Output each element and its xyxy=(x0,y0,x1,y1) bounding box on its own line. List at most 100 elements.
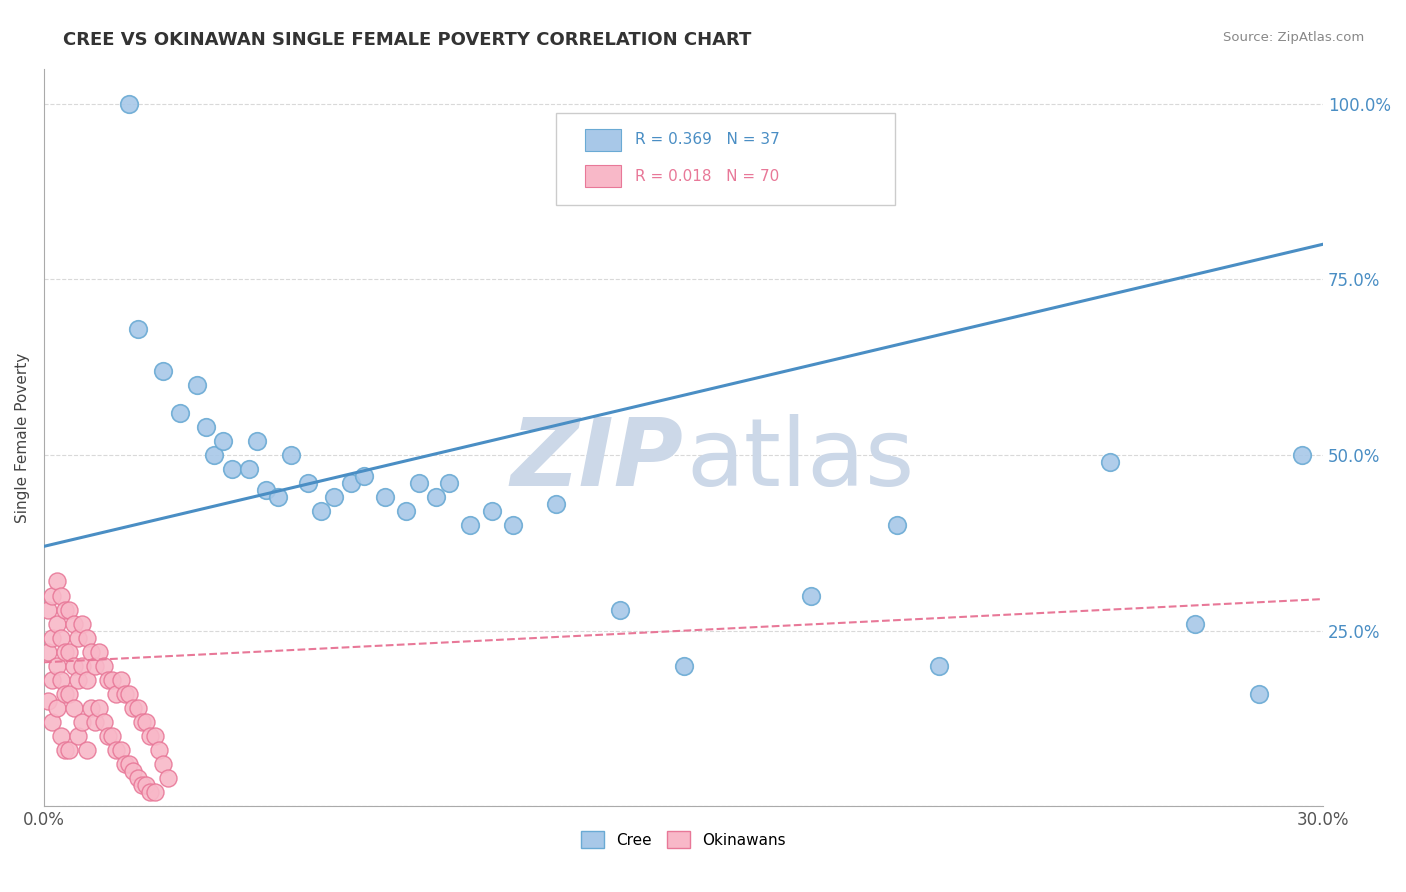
Point xyxy=(254,483,277,497)
Text: Source: ZipAtlas.com: Source: ZipAtlas.com xyxy=(1223,31,1364,45)
Point xyxy=(49,589,72,603)
Point xyxy=(72,714,94,729)
Point xyxy=(58,602,80,616)
Point xyxy=(544,497,567,511)
Point xyxy=(37,645,59,659)
Point xyxy=(76,631,98,645)
Point xyxy=(66,631,89,645)
Point xyxy=(127,321,149,335)
Point xyxy=(45,658,67,673)
Point xyxy=(152,757,174,772)
Point xyxy=(609,602,631,616)
FancyBboxPatch shape xyxy=(585,128,621,151)
Point xyxy=(458,518,481,533)
Point xyxy=(93,658,115,673)
Point xyxy=(84,658,107,673)
Point xyxy=(139,785,162,799)
Point xyxy=(80,701,103,715)
Point xyxy=(84,714,107,729)
Point xyxy=(267,490,290,504)
Point xyxy=(169,406,191,420)
Point xyxy=(322,490,344,504)
Point xyxy=(122,764,145,779)
Point xyxy=(110,743,132,757)
Text: R = 0.018   N = 70: R = 0.018 N = 70 xyxy=(636,169,779,184)
Point xyxy=(280,448,302,462)
Point xyxy=(53,645,76,659)
Point xyxy=(89,645,111,659)
Point xyxy=(122,701,145,715)
Point xyxy=(101,673,124,687)
Point xyxy=(118,687,141,701)
Point xyxy=(148,743,170,757)
Point xyxy=(114,757,136,772)
Point xyxy=(1098,455,1121,469)
Point xyxy=(139,729,162,743)
Point xyxy=(97,729,120,743)
Point xyxy=(62,658,84,673)
Text: ZIP: ZIP xyxy=(510,414,683,506)
Text: atlas: atlas xyxy=(686,414,914,506)
Point xyxy=(246,434,269,448)
Point xyxy=(41,714,63,729)
Point xyxy=(41,673,63,687)
Point xyxy=(212,434,235,448)
Point xyxy=(58,743,80,757)
Point xyxy=(76,743,98,757)
Point xyxy=(374,490,396,504)
Point xyxy=(800,589,823,603)
Point xyxy=(152,364,174,378)
Point xyxy=(80,645,103,659)
Point xyxy=(41,631,63,645)
Point xyxy=(928,658,950,673)
Point xyxy=(309,504,332,518)
Point xyxy=(408,476,430,491)
Point xyxy=(105,743,128,757)
Point xyxy=(66,729,89,743)
Point xyxy=(58,687,80,701)
Point xyxy=(204,448,226,462)
Point xyxy=(127,701,149,715)
Point xyxy=(238,462,260,476)
Point xyxy=(110,673,132,687)
Point xyxy=(437,476,460,491)
Point xyxy=(143,729,166,743)
Point xyxy=(395,504,418,518)
Point xyxy=(72,616,94,631)
Legend: Cree, Okinawans: Cree, Okinawans xyxy=(575,825,792,854)
Point xyxy=(45,616,67,631)
Point xyxy=(886,518,908,533)
Point xyxy=(340,476,363,491)
Point xyxy=(353,469,375,483)
Point xyxy=(53,743,76,757)
Point xyxy=(297,476,319,491)
Point xyxy=(49,729,72,743)
Point xyxy=(101,729,124,743)
FancyBboxPatch shape xyxy=(555,112,894,205)
Text: CREE VS OKINAWAN SINGLE FEMALE POVERTY CORRELATION CHART: CREE VS OKINAWAN SINGLE FEMALE POVERTY C… xyxy=(63,31,752,49)
Point xyxy=(62,701,84,715)
Point xyxy=(105,687,128,701)
Point xyxy=(135,714,157,729)
Point xyxy=(425,490,447,504)
Point xyxy=(66,673,89,687)
Point xyxy=(49,631,72,645)
Point xyxy=(481,504,503,518)
Point xyxy=(118,96,141,111)
Point xyxy=(1184,616,1206,631)
Point xyxy=(53,602,76,616)
Point xyxy=(45,701,67,715)
Point xyxy=(131,714,153,729)
Point xyxy=(131,778,153,792)
Point xyxy=(93,714,115,729)
Point xyxy=(49,673,72,687)
Point xyxy=(135,778,157,792)
Point xyxy=(672,658,695,673)
Point xyxy=(194,420,217,434)
Point xyxy=(58,645,80,659)
Point xyxy=(89,701,111,715)
Y-axis label: Single Female Poverty: Single Female Poverty xyxy=(15,352,30,523)
Point xyxy=(114,687,136,701)
Point xyxy=(37,694,59,708)
FancyBboxPatch shape xyxy=(585,165,621,187)
